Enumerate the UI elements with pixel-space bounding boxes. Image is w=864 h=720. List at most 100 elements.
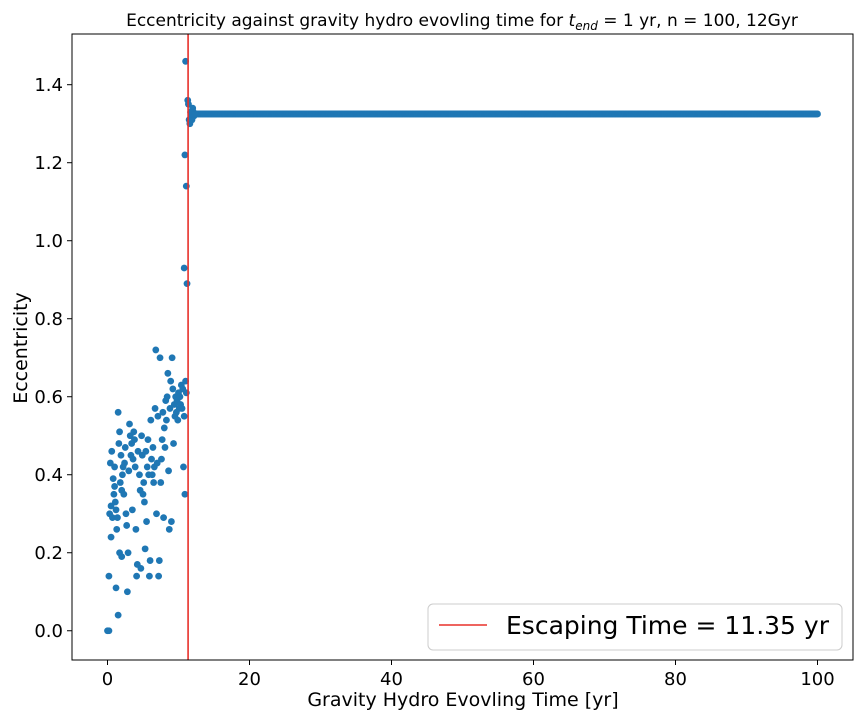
data-point: [123, 522, 131, 529]
title-math-main: t: [569, 11, 577, 31]
data-point: [143, 463, 151, 471]
data-point: [163, 393, 171, 401]
data-point: [148, 455, 155, 463]
data-point: [183, 280, 191, 288]
data-point: [152, 346, 160, 354]
y-tick-label: 0.6: [34, 387, 63, 408]
data-point: [151, 405, 159, 412]
data-point: [113, 525, 121, 533]
legend: Escaping Time = 11.35 yr: [427, 603, 843, 651]
data-point: [136, 471, 143, 479]
data-point: [130, 428, 138, 436]
data-point: [111, 463, 118, 471]
data-point: [109, 475, 117, 483]
data-point: [150, 479, 158, 486]
data-point: [118, 553, 126, 561]
data-point: [138, 432, 145, 440]
y-tick-label: 0.0: [34, 621, 63, 642]
data-point: [131, 463, 139, 471]
data-point: [121, 444, 129, 451]
data-point: [164, 369, 172, 377]
x-tick-label: 100: [800, 669, 834, 690]
data-point: [107, 533, 115, 541]
data-point: [181, 151, 189, 159]
scatter-points: [104, 57, 821, 635]
data-point: [116, 428, 123, 436]
data-point: [165, 467, 172, 475]
data-point: [131, 436, 138, 444]
data-point: [115, 440, 123, 447]
data-point: [114, 611, 122, 619]
data-point: [156, 354, 164, 362]
data-point: [170, 440, 177, 447]
data-point: [155, 572, 163, 580]
data-point: [146, 557, 154, 564]
data-point: [165, 525, 173, 533]
data-point: [111, 498, 119, 506]
data-point: [149, 444, 157, 451]
x-tick-label: 20: [238, 669, 261, 690]
data-point: [143, 518, 150, 525]
y-tick-label: 0.2: [34, 543, 63, 564]
y-axis-label: Eccentricity: [10, 292, 32, 404]
data-point: [116, 479, 124, 486]
data-point: [168, 518, 175, 525]
x-tick-label: 40: [380, 669, 403, 690]
data-point: [137, 564, 145, 572]
data-point: [110, 490, 118, 498]
data-point: [105, 627, 113, 635]
y-tick-label: 1.2: [34, 153, 63, 174]
data-point: [163, 416, 170, 424]
legend-box: [427, 603, 843, 651]
y-tick-label: 1.4: [34, 75, 63, 96]
data-point: [117, 451, 125, 459]
data-point: [142, 447, 150, 455]
data-point: [168, 354, 176, 362]
data-point: [167, 377, 175, 385]
data-point: [174, 416, 182, 424]
axis-ticks: 0 20 40 60 80 100 0.0 0.2 0.4 0.6 0.8 1.0 1.2 1.4: [34, 75, 834, 690]
chart-title: Eccentricity against gravity hydro evovl…: [126, 11, 798, 33]
data-point: [128, 506, 136, 514]
data-point: [140, 479, 148, 486]
data-point: [176, 393, 184, 401]
data-point: [126, 420, 133, 428]
data-point: [133, 572, 141, 580]
data-point: [148, 471, 156, 479]
data-point: [129, 455, 137, 463]
data-point: [169, 385, 177, 393]
data-point: [154, 412, 162, 420]
data-point: [125, 467, 133, 475]
data-point: [158, 436, 166, 444]
data-point: [147, 416, 155, 424]
data-point: [112, 584, 120, 592]
data-point: [160, 424, 168, 432]
data-point: [180, 264, 188, 272]
x-tick-label: 80: [664, 669, 687, 690]
data-point: [153, 510, 160, 518]
data-point: [109, 514, 116, 522]
data-point: [814, 110, 821, 118]
y-tick-label: 0.4: [34, 465, 63, 486]
data-point: [160, 514, 167, 522]
data-point: [123, 588, 131, 596]
data-point: [181, 490, 189, 498]
data-point: [159, 408, 167, 416]
data-point: [180, 463, 187, 471]
x-axis-label: Gravity Hydro Evovling Time [yr]: [307, 689, 618, 711]
data-point: [120, 490, 128, 498]
data-point: [158, 455, 165, 463]
data-point: [114, 514, 121, 522]
legend-label: Escaping Time = 11.35 yr: [506, 611, 830, 640]
data-point: [112, 506, 120, 514]
data-point: [121, 459, 128, 467]
data-point: [139, 490, 147, 498]
data-point: [155, 557, 163, 564]
data-point: [157, 479, 165, 486]
y-tick-label: 0.8: [34, 309, 63, 330]
data-point: [122, 510, 130, 518]
data-point: [144, 436, 152, 444]
x-tick-label: 60: [522, 669, 545, 690]
data-point: [124, 549, 132, 557]
